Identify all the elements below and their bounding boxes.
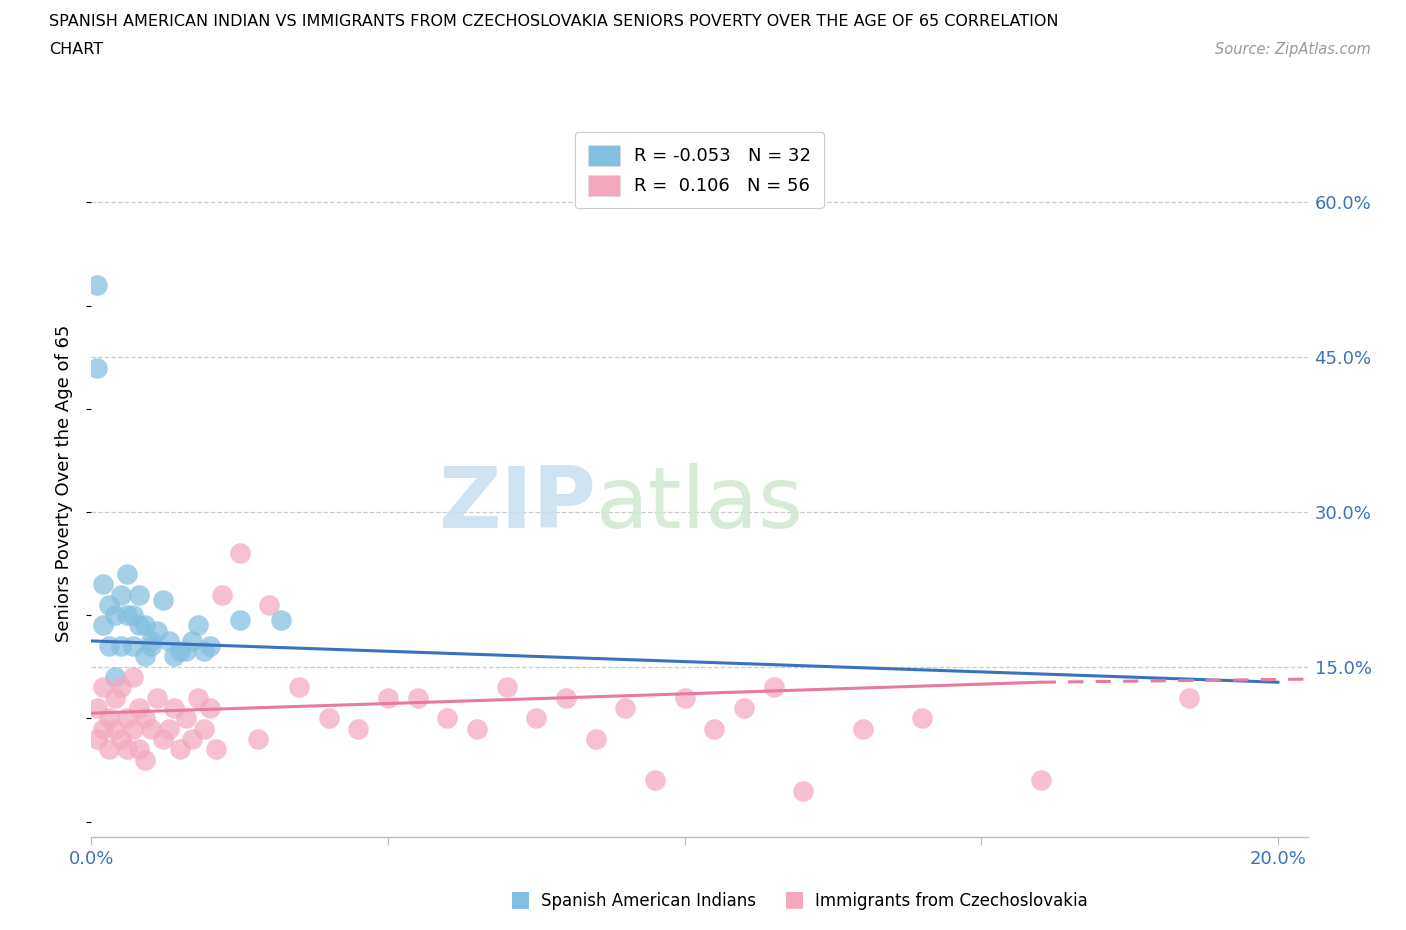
Point <box>205 742 228 757</box>
Point <box>110 639 132 654</box>
Point <box>134 752 156 767</box>
Point <box>193 644 215 658</box>
Point <box>139 639 162 654</box>
Legend: R = -0.053   N = 32, R =  0.106   N = 56: R = -0.053 N = 32, R = 0.106 N = 56 <box>575 132 824 208</box>
Point <box>246 732 269 747</box>
Point <box>377 690 399 705</box>
Text: ■: ■ <box>510 889 530 910</box>
Text: Immigrants from Czechoslovakia: Immigrants from Czechoslovakia <box>815 892 1088 910</box>
Point <box>792 783 814 798</box>
Point <box>198 639 221 654</box>
Point <box>176 644 198 658</box>
Point <box>318 711 340 725</box>
Point <box>495 680 517 695</box>
Text: ■: ■ <box>785 889 804 910</box>
Point <box>228 546 250 561</box>
Point <box>104 722 127 737</box>
Point <box>128 742 150 757</box>
Point <box>91 680 114 695</box>
Text: atlas: atlas <box>596 463 804 546</box>
Point <box>86 360 108 375</box>
Point <box>134 711 156 725</box>
Point <box>259 597 281 612</box>
Point <box>703 722 725 737</box>
Point <box>436 711 458 725</box>
Point <box>406 690 429 705</box>
Point <box>157 633 180 648</box>
Point <box>852 722 875 737</box>
Point <box>98 639 121 654</box>
Point <box>228 613 250 628</box>
Point <box>198 700 221 715</box>
Point <box>115 711 138 725</box>
Point <box>110 732 132 747</box>
Point <box>86 732 108 747</box>
Text: ZIP: ZIP <box>439 463 596 546</box>
Point <box>673 690 696 705</box>
Y-axis label: Seniors Poverty Over the Age of 65: Seniors Poverty Over the Age of 65 <box>55 325 73 643</box>
Point <box>1178 690 1201 705</box>
Point <box>122 639 145 654</box>
Point <box>187 618 209 633</box>
Point <box>733 700 755 715</box>
Point <box>614 700 637 715</box>
Point <box>347 722 370 737</box>
Point <box>762 680 785 695</box>
Point <box>86 700 108 715</box>
Point <box>465 722 488 737</box>
Point <box>152 732 174 747</box>
Point <box>91 618 114 633</box>
Point <box>187 690 209 705</box>
Point <box>524 711 547 725</box>
Point <box>122 722 145 737</box>
Point <box>1029 773 1052 788</box>
Point <box>555 690 578 705</box>
Point <box>157 722 180 737</box>
Point <box>104 690 127 705</box>
Point <box>134 649 156 664</box>
Point <box>911 711 934 725</box>
Point <box>128 618 150 633</box>
Point <box>585 732 607 747</box>
Point <box>152 592 174 607</box>
Point <box>104 607 127 622</box>
Point <box>163 700 186 715</box>
Point <box>128 587 150 602</box>
Point <box>98 742 121 757</box>
Point <box>193 722 215 737</box>
Point <box>122 670 145 684</box>
Point <box>145 623 167 638</box>
Text: SPANISH AMERICAN INDIAN VS IMMIGRANTS FROM CZECHOSLOVAKIA SENIORS POVERTY OVER T: SPANISH AMERICAN INDIAN VS IMMIGRANTS FR… <box>49 14 1059 29</box>
Point <box>288 680 311 695</box>
Text: CHART: CHART <box>49 42 103 57</box>
Point <box>169 742 191 757</box>
Point <box>128 700 150 715</box>
Point <box>139 722 162 737</box>
Point <box>98 711 121 725</box>
Point <box>122 607 145 622</box>
Point <box>91 577 114 591</box>
Point <box>163 649 186 664</box>
Point <box>110 680 132 695</box>
Point <box>115 742 138 757</box>
Point <box>169 644 191 658</box>
Point <box>211 587 233 602</box>
Point <box>104 670 127 684</box>
Point <box>176 711 198 725</box>
Text: Source: ZipAtlas.com: Source: ZipAtlas.com <box>1215 42 1371 57</box>
Point <box>98 597 121 612</box>
Point <box>134 618 156 633</box>
Point <box>91 722 114 737</box>
Point <box>181 633 204 648</box>
Point <box>644 773 666 788</box>
Point <box>270 613 292 628</box>
Point <box>181 732 204 747</box>
Point <box>145 690 167 705</box>
Text: Spanish American Indians: Spanish American Indians <box>541 892 756 910</box>
Point <box>115 607 138 622</box>
Point <box>86 277 108 292</box>
Point <box>110 587 132 602</box>
Point <box>115 566 138 581</box>
Point <box>139 633 162 648</box>
